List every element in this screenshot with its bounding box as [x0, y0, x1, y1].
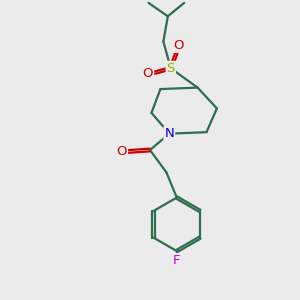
Text: S: S: [167, 62, 175, 75]
Text: N: N: [164, 127, 174, 140]
Text: F: F: [173, 254, 181, 267]
Text: O: O: [173, 39, 184, 52]
Text: O: O: [143, 67, 153, 80]
Text: O: O: [116, 145, 127, 158]
